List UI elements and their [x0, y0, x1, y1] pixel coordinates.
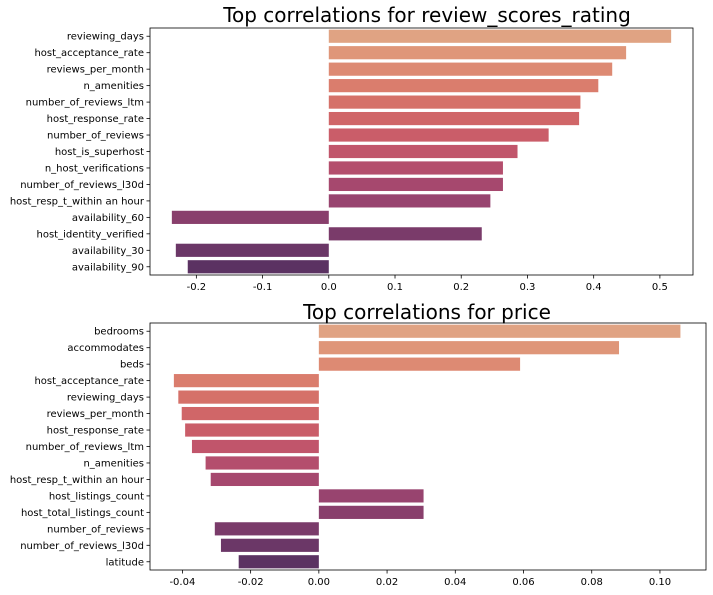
x-tick-label: 0.10 — [649, 577, 671, 588]
y-tick-label: host_acceptance_rate — [34, 48, 144, 59]
bar-number-of-reviews — [328, 128, 549, 142]
bar-host-acceptance-rate — [328, 46, 627, 60]
bar-latitude — [238, 555, 319, 569]
x-tick-label: 0.0 — [321, 282, 337, 293]
y-tick-label: n_amenities — [83, 81, 144, 92]
y-tick-label: accommodates — [67, 343, 144, 354]
bar-host-response-rate — [328, 111, 580, 126]
y-tick-label: availability_30 — [72, 246, 144, 257]
x-tick-label: -0.1 — [253, 282, 273, 293]
x-tick-label: -0.2 — [187, 282, 207, 293]
y-tick-label: number_of_reviews — [47, 524, 144, 535]
bar-host-listings-count — [318, 489, 424, 503]
y-tick-label: host_identity_verified — [37, 229, 145, 240]
x-tick-label: 0.5 — [652, 282, 668, 293]
bar-reviews-per-month — [181, 406, 319, 421]
y-tick-label: number_of_reviews_ltm — [26, 442, 144, 453]
x-tick-label: -0.04 — [169, 577, 195, 588]
y-tick-label: number_of_reviews — [47, 131, 144, 142]
bar-n-amenities — [205, 456, 319, 470]
bar-number-of-reviews — [214, 522, 319, 536]
x-tick-label: 0.4 — [586, 282, 602, 293]
chart-title: Top correlations for review_scores_ratin… — [222, 3, 631, 27]
bar-bedrooms — [318, 324, 681, 338]
x-tick-label: 0.08 — [581, 577, 603, 588]
y-tick-label: host_listings_count — [49, 491, 144, 502]
chart-panel-review-scores-rating: Top correlations for review_scores_ratin… — [10, 3, 694, 293]
y-tick-label: n_host_verifications — [45, 163, 144, 174]
plot-frame — [149, 27, 694, 276]
y-tick-label: reviewing_days — [67, 32, 144, 43]
x-tick-label: 0.04 — [444, 577, 466, 588]
bar-number-of-reviews-ltm — [191, 439, 319, 454]
bar-host-total-listings-count — [318, 505, 424, 519]
x-tick-label: -0.02 — [238, 577, 264, 588]
y-tick-label: host_resp_t_within an hour — [10, 475, 145, 486]
bar-reviewing-days — [328, 29, 672, 43]
y-tick-label: reviews_per_month — [47, 409, 144, 420]
bar-number-of-reviews-l30d — [328, 177, 503, 192]
bar-host-resp-t-within-an-hour — [210, 472, 319, 487]
y-tick-label: host_acceptance_rate — [34, 376, 144, 387]
bar-reviews-per-month — [328, 62, 613, 76]
y-tick-label: n_amenities — [83, 458, 144, 469]
bar-host-response-rate — [185, 423, 319, 437]
x-tick-label: 0.02 — [376, 577, 398, 588]
bar-host-is-superhost — [328, 144, 518, 159]
bar-host-acceptance-rate — [173, 374, 319, 388]
bar-availability-30 — [175, 243, 329, 257]
bar-n-host-verifications — [328, 161, 503, 175]
y-tick-label: number_of_reviews_l30d — [20, 541, 144, 552]
bar-reviewing-days — [178, 390, 319, 404]
bar-availability-90 — [187, 260, 329, 274]
bar-beds — [318, 357, 521, 371]
y-tick-label: bedrooms — [94, 327, 144, 338]
y-tick-label: host_response_rate — [47, 114, 144, 125]
bar-host-resp-t-within-an-hour — [328, 194, 491, 208]
y-tick-label: number_of_reviews_l30d — [20, 180, 144, 191]
x-tick-label: 0.3 — [519, 282, 535, 293]
x-tick-label: 0.1 — [387, 282, 403, 293]
y-tick-label: availability_60 — [72, 213, 144, 224]
y-tick-label: availability_90 — [72, 262, 144, 273]
bar-host-identity-verified — [328, 227, 482, 241]
bar-number-of-reviews-l30d — [220, 538, 319, 552]
y-tick-label: host_is_superhost — [55, 147, 144, 158]
x-tick-label: 0.06 — [512, 577, 534, 588]
y-tick-label: reviews_per_month — [47, 65, 144, 76]
y-tick-label: number_of_reviews_ltm — [26, 98, 144, 109]
plot-frame — [149, 322, 707, 571]
x-tick-label: 0.00 — [308, 577, 330, 588]
x-tick-label: 0.2 — [453, 282, 469, 293]
bar-accommodates — [318, 341, 620, 355]
chart-title: Top correlations for price — [302, 300, 551, 324]
bar-n-amenities — [328, 79, 599, 93]
y-tick-label: latitude — [106, 557, 144, 568]
bar-number-of-reviews-ltm — [328, 95, 581, 109]
bar-availability-60 — [171, 210, 329, 224]
y-tick-label: reviewing_days — [67, 393, 144, 404]
y-tick-label: host_resp_t_within an hour — [10, 196, 145, 207]
y-tick-label: host_total_listings_count — [21, 508, 144, 519]
y-tick-label: beds — [120, 360, 144, 371]
y-tick-label: host_response_rate — [47, 426, 144, 437]
chart-panel-price: Top correlations for price bedrooms accomm… — [10, 300, 707, 588]
